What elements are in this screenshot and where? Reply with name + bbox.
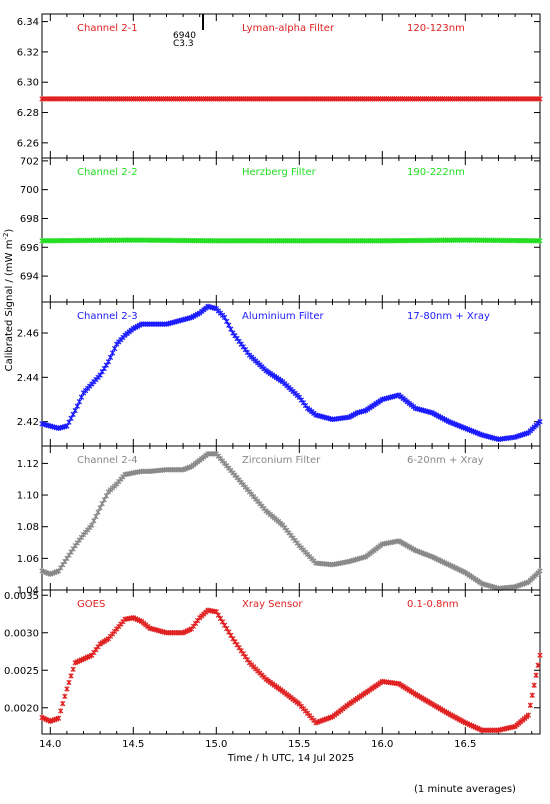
data-point: [105, 359, 112, 365]
y-tick-label: 698: [20, 214, 39, 225]
y-tick-label: 1.08: [17, 522, 39, 533]
data-point: [531, 682, 537, 688]
y-tick-label: 1.04: [17, 586, 39, 597]
data-point: [527, 702, 533, 708]
data-point: [62, 693, 68, 699]
band-label: 17-80nm + Xray: [407, 311, 490, 322]
data-point: [93, 513, 99, 520]
data-point: [78, 394, 85, 400]
data-point: [72, 407, 78, 414]
band-label: 190-222nm: [407, 167, 465, 178]
data-point: [91, 518, 97, 524]
data-point: [537, 652, 543, 658]
flare-annotation: 6940: [173, 31, 196, 41]
data-point: [533, 672, 539, 678]
filter-label: Herzberg Filter: [242, 167, 317, 178]
data-point: [58, 708, 64, 714]
series-markers: [39, 237, 543, 244]
panel-frame: [41, 589, 541, 735]
y-tick-label: 6.26: [17, 138, 39, 149]
panel-1: 6.26 6.28 6.30 6.32 6.34 Channel 2-1 Lyman-alp…: [17, 13, 543, 159]
x-tick-label: 14.0: [39, 739, 61, 750]
y-axis-label-base: Calibrated Signal / (mW m: [4, 240, 15, 372]
data-point: [60, 701, 66, 707]
channel-label: Channel 2-1: [77, 23, 138, 34]
x-tick-label: 16.5: [454, 739, 476, 750]
y-tick-label: 0.0035: [4, 591, 39, 602]
y-tick-label: 694: [20, 272, 39, 283]
y-tick-label: 0.0025: [4, 666, 39, 677]
y-tick-label: 700: [20, 185, 39, 196]
y-tick-label: 0.0020: [4, 703, 39, 714]
data-point: [76, 399, 82, 405]
data-point: [66, 679, 72, 686]
y-tick-label: 1.06: [17, 554, 39, 565]
panel-frame: [41, 445, 541, 591]
y-axis-label-exponent: -2: [2, 233, 10, 240]
channel-label: GOES: [77, 599, 105, 610]
data-point: [64, 686, 70, 692]
x-axis-label: Time / h UTC, 14 Jul 2025: [227, 753, 355, 764]
panel-5: 0.0020 0.0025 0.0030 0.0035 GOES Xray Sensor 0…: [4, 589, 543, 735]
panel-2: 694 696 698 700 702 Channel 2-2 Herzberg Filte…: [20, 156, 543, 303]
filter-label: Zirconium Filter: [242, 455, 321, 466]
data-point: [109, 350, 116, 356]
footnote: (1 minute averages): [414, 784, 516, 795]
data-point: [537, 419, 543, 425]
channel-label: Channel 2-3: [77, 311, 138, 322]
y-tick-label: 6.32: [17, 47, 39, 58]
data-point: [529, 692, 535, 698]
y-tick-label: 6.28: [17, 108, 39, 119]
band-label: 0.1-0.8nm: [407, 599, 459, 610]
data-point: [535, 662, 541, 668]
y-axis-label: Calibrated Signal / (mW m-2): [2, 229, 15, 372]
data-point: [95, 509, 101, 515]
data-point: [537, 568, 543, 574]
series-markers: [39, 96, 543, 102]
panel-4: 1.04 1.06 1.08 1.10 1.12 Channel 2-4 Zirconium…: [17, 445, 543, 597]
panel-frame: [41, 301, 541, 447]
y-tick-label: 2.42: [17, 417, 39, 428]
data-point: [68, 673, 74, 679]
y-tick-label: 1.12: [17, 459, 39, 470]
data-point: [107, 354, 114, 361]
series-markers: [39, 303, 543, 442]
series-markers: [39, 451, 543, 592]
band-label: 120-123nm: [407, 23, 465, 34]
x-tick-label: 14.5: [122, 739, 144, 750]
filter-label: Xray Sensor: [242, 599, 303, 610]
panel-3: 2.42 2.44 2.46 Channel 2-3 Aluminium Filter 1…: [17, 301, 543, 447]
data-point: [537, 238, 543, 244]
filter-label: Aluminium Filter: [242, 311, 325, 322]
y-tick-label: 6.30: [17, 78, 39, 89]
band-label: 6-20nm + Xray: [407, 455, 484, 466]
y-axis-label-close: ): [4, 229, 15, 233]
panel-frame: [41, 157, 541, 303]
y-tick-label: 702: [20, 156, 39, 167]
data-point: [89, 522, 95, 528]
panel-frame: [41, 13, 541, 159]
filter-label: Lyman-alpha Filter: [242, 23, 335, 34]
data-point: [537, 96, 543, 102]
series-markers: [39, 607, 543, 733]
x-tick-label: 15.0: [205, 739, 227, 750]
data-point: [74, 403, 80, 409]
y-tick-label: 1.10: [17, 491, 39, 502]
y-tick-label: 2.46: [17, 329, 39, 340]
y-tick-label: 2.44: [17, 373, 39, 384]
y-tick-label: 0.0030: [4, 628, 39, 639]
x-tick-label: 15.5: [288, 739, 310, 750]
data-point: [55, 715, 62, 721]
flare-annotation: C3.3: [173, 39, 194, 49]
data-point: [70, 666, 76, 672]
y-tick-label: 6.34: [17, 17, 39, 28]
data-point: [112, 345, 118, 352]
channel-label: Channel 2-4: [77, 455, 138, 466]
data-point: [525, 712, 532, 718]
channel-label: Channel 2-2: [77, 167, 138, 178]
x-tick-label: 16.0: [371, 739, 393, 750]
y-tick-label: 696: [20, 243, 39, 254]
